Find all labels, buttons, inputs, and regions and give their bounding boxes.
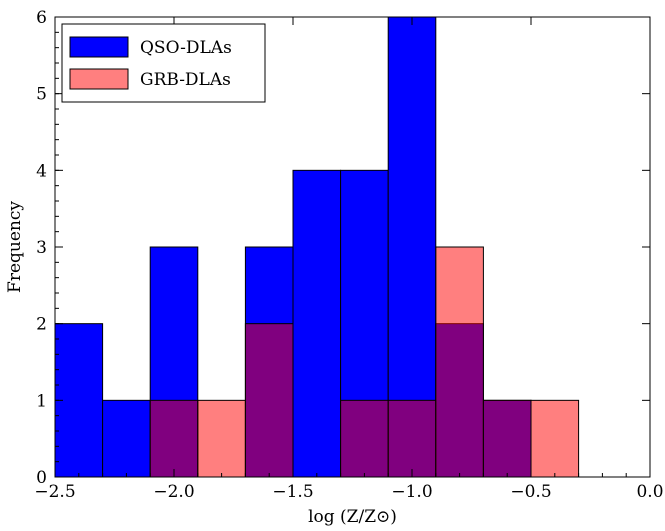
grb-dla-bar-4 [244,323,294,478]
y-tick-label-4: 4 [36,161,47,181]
y-tick-label-0: 0 [36,468,47,488]
grb-dla-bar-7 [387,399,437,478]
grb-dla-bar-6 [340,399,389,478]
x-tick-label-4: −0.5 [510,482,551,502]
y-tick-label-5: 5 [36,85,47,105]
legend-label-qso-dlas: QSO-DLAs [140,38,232,58]
grb-dla-bar-9 [482,399,532,478]
y-tick-label-6: 6 [36,8,47,28]
y-axis-title: Frequency [5,201,25,293]
legend-box [61,23,266,103]
x-tick-label-0: −2.5 [34,482,75,502]
y-tick-label-1: 1 [36,391,47,411]
qso-dla-bar-1 [102,399,151,478]
grb-dla-bars [149,246,580,478]
x-tick-label-5: 0.0 [636,482,663,502]
legend-label-grb-dlas: GRB-DLAs [140,70,231,90]
grb-dla-bar-3 [197,399,246,478]
y-tick-label-3: 3 [36,238,47,258]
grb-dla-bar-8 [435,246,484,478]
x-axis: −2.5 −2.0 −1.5 −1.0 −0.5 0.0 [34,17,664,502]
qso-dla-bar-5 [292,169,342,478]
legend-swatch-qso-dlas [69,36,129,58]
legend-swatch-grb-dlas [69,68,129,90]
y-axis: 0 1 2 3 4 5 6 [36,8,650,488]
x-tick-label-3: −1.0 [391,482,432,502]
y-tick-label-2: 2 [36,315,47,335]
x-tick-label-2: −1.5 [272,482,313,502]
grb-dla-bar-10 [530,399,580,478]
x-axis-title: log (Z/Z⊙) [308,507,397,527]
legend: QSO-DLAs GRB-DLAs [61,23,266,103]
x-tick-label-1: −2.0 [153,482,194,502]
grb-dla-bar-2 [149,399,199,478]
